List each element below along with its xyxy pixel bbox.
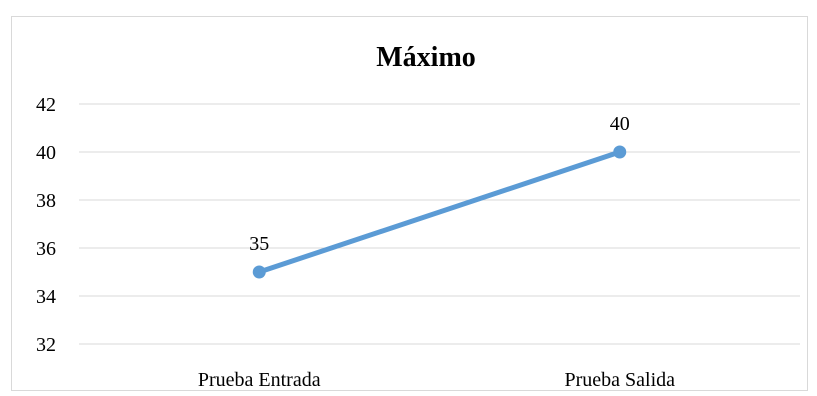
chart-frame	[11, 16, 808, 391]
y-tick-label: 40	[36, 142, 56, 164]
series-layer	[252, 145, 627, 279]
data-point	[613, 145, 627, 159]
y-tick-label: 32	[36, 334, 56, 356]
x-category-label: Prueba Entrada	[198, 369, 321, 391]
data-point	[252, 265, 266, 279]
data-labels: 35 40	[249, 113, 630, 255]
gridlines	[79, 103, 800, 345]
x-category-label: Prueba Salida	[564, 369, 675, 391]
data-label: 35	[249, 233, 269, 255]
data-label: 40	[610, 113, 630, 135]
x-axis-categories: Prueba Entrada Prueba Salida	[198, 369, 675, 391]
series-line	[256, 149, 623, 275]
y-tick-label: 38	[36, 190, 56, 212]
y-tick-label: 36	[36, 238, 56, 260]
y-axis-ticks: 32 34 36 38 40 42	[36, 94, 56, 356]
y-tick-label: 34	[36, 286, 56, 308]
y-tick-label: 42	[36, 94, 56, 116]
chart-title: Máximo	[376, 42, 476, 73]
